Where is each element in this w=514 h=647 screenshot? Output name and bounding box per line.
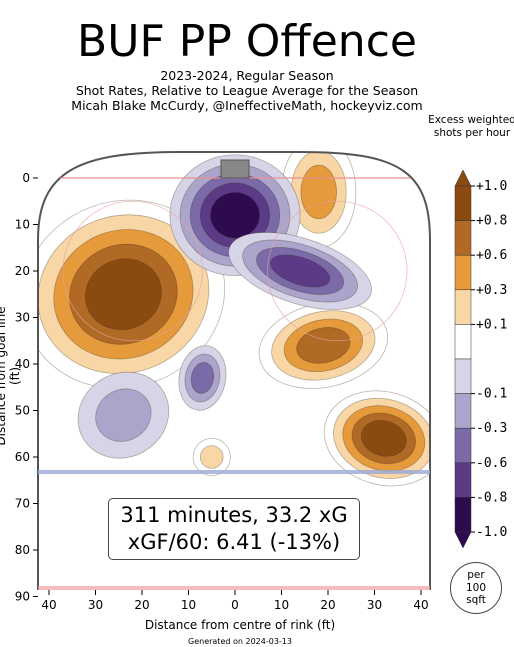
colorbar-segment: [454, 462, 472, 498]
colorbar-segment: [454, 220, 472, 256]
y-tick-label: 0: [22, 171, 30, 185]
colorbar-segment: [454, 185, 472, 221]
colorbar-segment: [454, 324, 472, 360]
colorbar-top-arrow: [454, 169, 472, 187]
per-unit: sqft: [466, 594, 486, 607]
rink-boards: [37, 151, 431, 590]
colorbar-segment: [454, 393, 472, 429]
contour-mid-slot: [178, 345, 227, 411]
y-tick-label: 90: [15, 590, 30, 604]
colorbar-segment: [454, 289, 472, 325]
contour-level: [95, 388, 152, 442]
per-area-badge: per 100 sqft: [450, 562, 502, 614]
x-tick-label: 20: [134, 598, 149, 612]
contour-level: [210, 192, 260, 239]
contour-level: [270, 254, 331, 288]
x-tick-label: 10: [181, 598, 196, 612]
y-tick-label: 10: [15, 218, 30, 232]
goal-net: [220, 159, 250, 179]
subtitle-author: Micah Blake McCurdy, @IneffectiveMath, h…: [71, 98, 423, 113]
stats-minutes-xg: 311 minutes, 33.2 xG: [120, 503, 348, 527]
contour-right-point: [323, 390, 430, 487]
y-axis-label: Distance from goal line (ft): [0, 306, 22, 446]
colorbar-segment: [454, 427, 472, 464]
y-tick-label: 70: [15, 497, 30, 511]
colorbar-segment: [454, 358, 472, 394]
y-tick-label: 20: [15, 264, 30, 278]
contour-left-faceoff-circle: [38, 199, 226, 389]
x-tick-label: 40: [413, 598, 428, 612]
contour-right-of-crease: [281, 152, 357, 249]
colorbar-bottom-arrow: [454, 531, 472, 549]
per-label: per: [467, 569, 485, 582]
colorbar-tick-label: -0.6: [476, 456, 507, 471]
contour-level: [360, 420, 407, 457]
stats-box: 311 minutes, 33.2 xG xGF/60: 6.41 (-13%): [108, 498, 360, 560]
contour-level: [300, 164, 337, 220]
per-number: 100: [465, 581, 487, 594]
colorbar-tick-label: +1.0: [476, 179, 507, 194]
colorbar-tick-label: -0.1: [476, 387, 507, 402]
colorbar-title: Excess weighted shots per hour: [428, 114, 514, 139]
contour-high-slot: [192, 437, 231, 476]
contour-level: [200, 445, 224, 469]
subtitle-season: 2023-2024, Regular Season: [160, 68, 334, 83]
colorbar-segment: [454, 497, 472, 533]
right-faceoff-circle: [267, 200, 408, 342]
x-tick-label: 20: [320, 598, 335, 612]
contour-right-low-slot: [228, 232, 372, 310]
x-axis-label: Distance from centre of rink (ft): [144, 618, 336, 632]
x-tick-label: 30: [367, 598, 382, 612]
colorbar-tick-label: -0.3: [476, 421, 507, 436]
colorbar-tick-label: +0.3: [476, 283, 507, 298]
contour-level: [190, 362, 215, 394]
left-faceoff-circle: [62, 200, 203, 342]
x-tick-label: 30: [88, 598, 103, 612]
y-tick-label: 50: [15, 404, 30, 418]
y-tick-label: 40: [15, 357, 30, 371]
subtitle-description: Shot Rates, Relative to League Average f…: [75, 83, 419, 98]
colorbar-tick-label: +0.1: [476, 317, 507, 332]
x-tick-label: 0: [231, 598, 239, 612]
colorbar-tick-label: -0.8: [476, 490, 507, 505]
y-tick-label: 80: [15, 543, 30, 557]
y-tick-label: 30: [15, 311, 30, 325]
stats-xgf60: xGF/60: 6.41 (-13%): [127, 530, 341, 554]
y-tick-label: 60: [15, 450, 30, 464]
colorbar-tick-label: -1.0: [476, 525, 507, 540]
contour-level: [84, 258, 162, 331]
chart-title: BUF PP Offence: [77, 16, 417, 67]
x-tick-label: 10: [274, 598, 289, 612]
generated-date: Generated on 2024-03-13: [188, 637, 292, 646]
x-tick-label: 40: [41, 598, 56, 612]
colorbar-segment: [454, 254, 472, 291]
colorbar-tick-label: +0.6: [476, 248, 507, 263]
contour-left-point: [77, 371, 170, 459]
colorbar-tick-label: +0.8: [476, 214, 507, 229]
